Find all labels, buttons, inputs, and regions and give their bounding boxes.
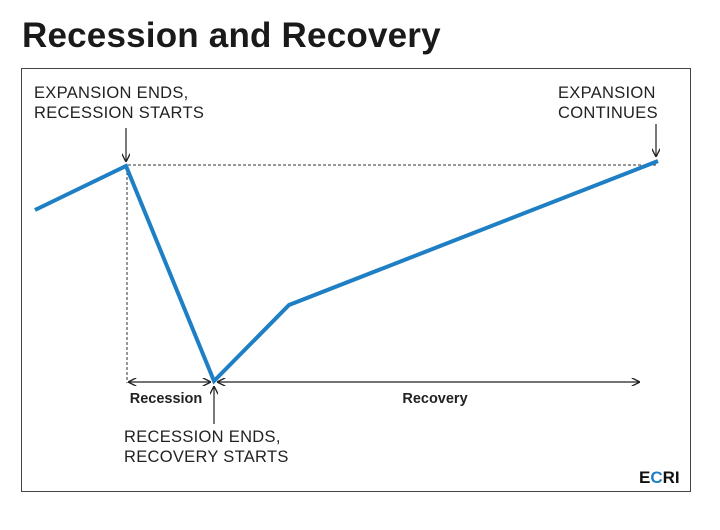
expansion-continues-line-1: EXPANSION	[558, 84, 656, 102]
logo-letters-ri: RI	[663, 468, 680, 487]
diagram-frame	[21, 68, 691, 492]
ecri-logo: ECRI	[639, 468, 680, 487]
recession-ends-line-2: RECOVERY STARTS	[124, 448, 289, 466]
expansion-ends-callout: EXPANSION ENDS, RECESSION STARTS	[34, 84, 204, 122]
expansion-ends-line-2: RECESSION STARTS	[34, 104, 204, 122]
logo-letter-e: E	[639, 468, 650, 487]
expansion-ends-line-1: EXPANSION ENDS,	[34, 84, 189, 102]
recession-label: Recession	[130, 391, 203, 407]
page-title: Recession and Recovery	[22, 16, 441, 55]
expansion-continues-line-2: CONTINUES	[558, 104, 658, 122]
recession-ends-line-1: RECESSION ENDS,	[124, 428, 281, 446]
recession-ends-callout: RECESSION ENDS, RECOVERY STARTS	[124, 428, 289, 466]
logo-letter-c: C	[650, 468, 662, 487]
expansion-continues-callout: EXPANSION CONTINUES	[558, 84, 661, 122]
economic-activity-line	[34, 159, 659, 385]
recovery-label: Recovery	[402, 391, 467, 407]
